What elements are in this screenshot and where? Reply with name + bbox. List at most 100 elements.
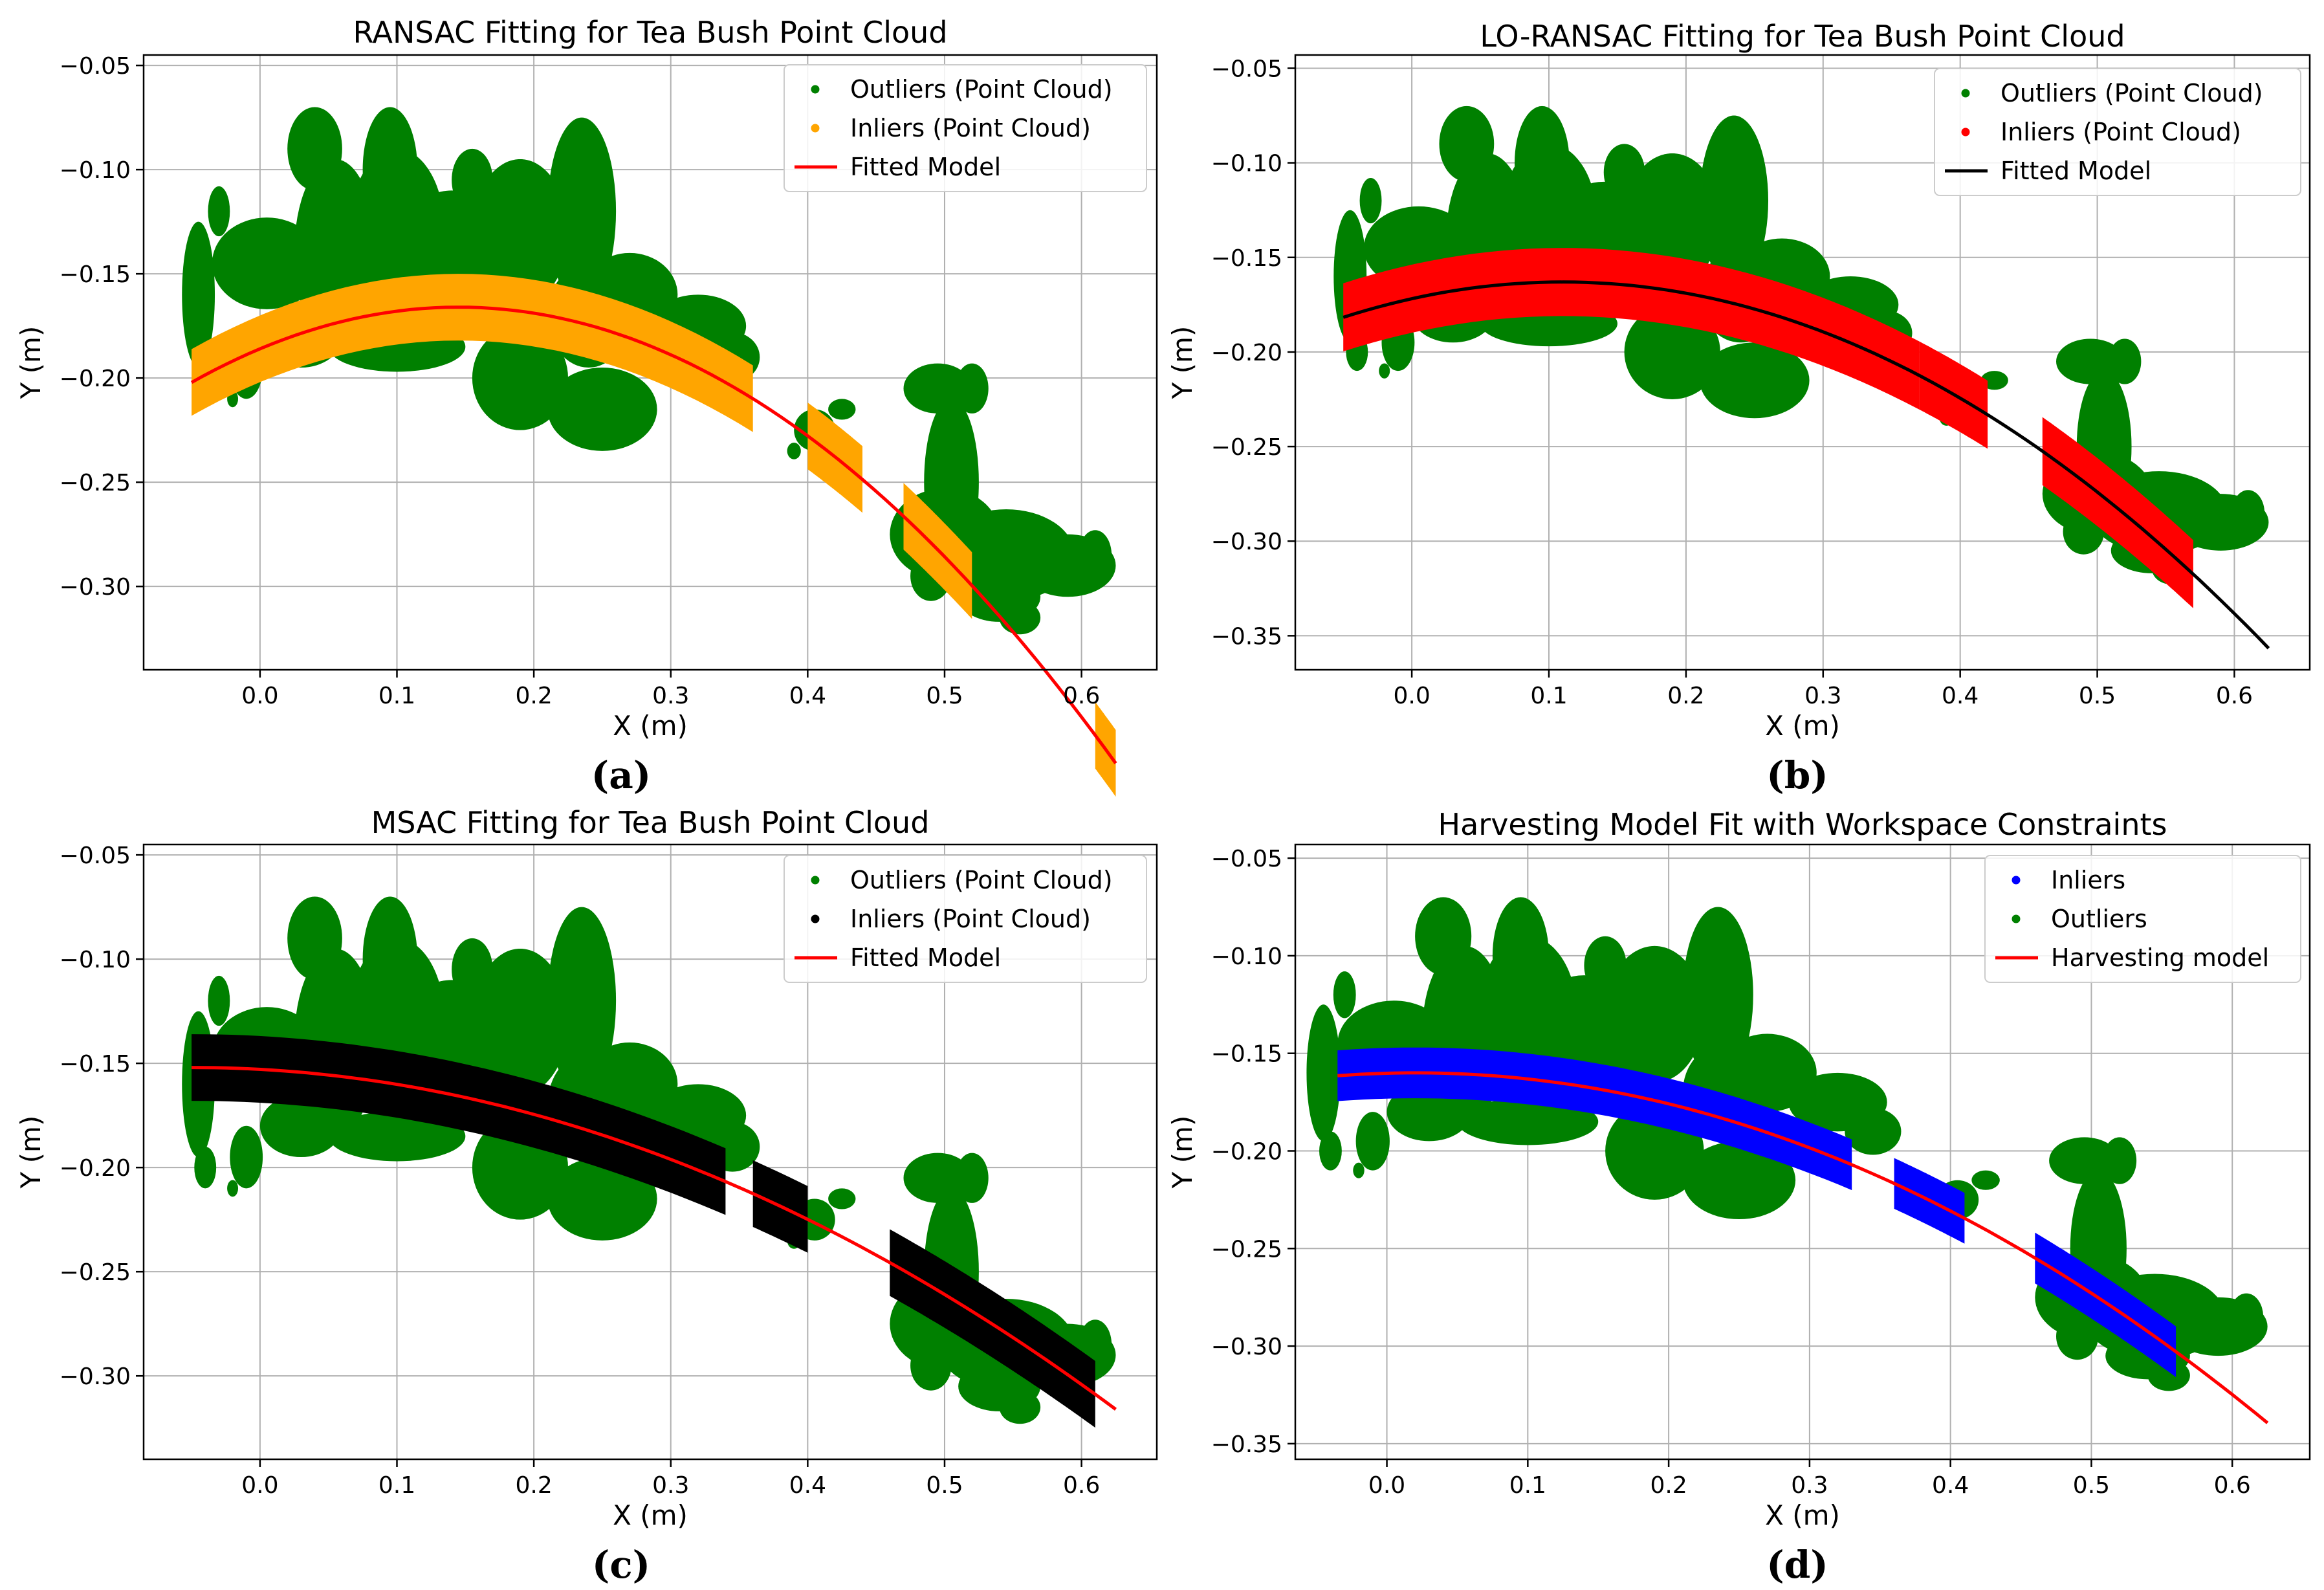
legend-label: Outliers <box>2051 905 2147 933</box>
outlier-cluster <box>547 117 617 305</box>
x-tick-label: 0.4 <box>789 683 826 709</box>
fitted-model-line <box>1343 280 2270 650</box>
tick-layer: 0.0 0.1 0.2 0.3 0.4 0.5 0.6 −0.05 −0.10 −0.15 −0.2… <box>60 53 1101 709</box>
y-tick-label: −0.15 <box>60 1051 131 1077</box>
legend-box <box>784 855 1147 983</box>
y-tick-label: −0.15 <box>1211 245 1282 272</box>
x-tick-label: 0.5 <box>926 1472 963 1499</box>
x-tick-label: 0.6 <box>1063 683 1100 709</box>
inlier-band-segment <box>1337 1047 1852 1191</box>
outlier-cluster <box>2108 338 2142 384</box>
legend-label: Inliers (Point Cloud) <box>850 905 1091 933</box>
outlier-cluster <box>999 601 1041 635</box>
legend-marker <box>2012 914 2021 923</box>
y-tick-label: −0.30 <box>60 1364 131 1390</box>
legend-label: Fitted Model <box>2001 157 2151 185</box>
outlier-cluster <box>208 186 230 237</box>
legend-box <box>784 64 1147 192</box>
outlier-cluster <box>1379 363 1390 379</box>
y-tick-label: −0.10 <box>60 947 131 973</box>
x-tick-label: 0.6 <box>2216 683 2253 709</box>
inlier-band-segment <box>2035 1232 2176 1377</box>
y-tick-label: −0.20 <box>1211 1138 1282 1165</box>
outlier-cluster <box>208 975 230 1026</box>
outlier-cluster <box>1359 178 1382 224</box>
legend-box <box>1984 855 2301 983</box>
outlier-cluster <box>1515 105 1570 220</box>
x-tick-label: 0.2 <box>515 683 552 709</box>
tick-layer: 0.0 0.1 0.2 0.3 0.4 0.5 0.6 −0.05 −0.10 −0.15 −0.2… <box>60 843 1101 1499</box>
outlier-cluster <box>1492 897 1549 1015</box>
outlier-cluster <box>1700 342 1810 419</box>
y-tick-label: −0.25 <box>1211 1236 1282 1263</box>
fitted-model-line <box>190 305 1117 764</box>
outlier-cluster <box>910 1340 952 1391</box>
outlier-cluster <box>787 442 801 459</box>
outlier-cluster <box>1333 971 1356 1019</box>
panel-b: LO-RANSAC Fitting for Tea Bush Point Clo… <box>1167 19 2311 797</box>
data-layer <box>1306 897 2269 1424</box>
legend-label: Outliers (Point Cloud) <box>2001 79 2263 107</box>
y-tick-label: −0.20 <box>1211 340 1282 366</box>
legend-marker <box>1961 127 1970 137</box>
outlier-cluster <box>1638 945 1672 986</box>
legend-marker <box>811 914 820 923</box>
legend-marker <box>2012 876 2021 885</box>
chart-title: LO-RANSAC Fitting for Tea Bush Point Clo… <box>1480 19 2125 54</box>
chart-title: MSAC Fitting for Tea Bush Point Cloud <box>371 805 930 840</box>
outlier-cluster <box>472 159 569 305</box>
outlier-cluster <box>1624 153 1720 286</box>
y-tick-label: −0.15 <box>60 261 131 288</box>
legend-marker <box>811 85 820 94</box>
x-tick-label: 0.1 <box>378 683 415 709</box>
y-tick-label: −0.30 <box>60 574 131 601</box>
x-tick-label: 0.2 <box>1667 683 1704 709</box>
outlier-cluster <box>472 326 569 430</box>
outlier-cluster <box>1415 897 1472 976</box>
panel-caption: (d) <box>1766 1543 1828 1587</box>
x-tick-label: 0.2 <box>1650 1472 1687 1499</box>
panel-d: Harvesting Model Fit with Workspace Cons… <box>1167 807 2311 1587</box>
outlier-cluster <box>955 363 989 414</box>
legend: Outliers (Point Cloud) Inliers (Point Clo… <box>1934 68 2301 196</box>
y-axis-label: Y (m) <box>1167 326 1198 400</box>
y-tick-label: −0.30 <box>1211 529 1282 555</box>
legend-marker <box>811 124 820 133</box>
inlier-band-segment <box>192 274 753 432</box>
y-tick-label: −0.15 <box>1211 1041 1282 1068</box>
outlier-cluster <box>2056 1312 2099 1360</box>
outlier-cluster <box>2147 1360 2190 1391</box>
outlier-cluster <box>1306 1004 1341 1142</box>
outlier-cluster <box>1319 1131 1342 1171</box>
legend: Inliers Outliers Harvesting model <box>1984 855 2301 983</box>
y-axis-label: Y (m) <box>15 1116 47 1189</box>
plot-frame <box>1294 843 2311 1461</box>
x-axis-label: X (m) <box>613 710 688 742</box>
panel-a: RANSAC Fitting for Tea Bush Point Cloud … <box>15 15 1158 797</box>
outlier-cluster <box>1079 530 1112 580</box>
outlier-cluster <box>1457 1098 1599 1145</box>
outlier-cluster <box>230 1125 263 1189</box>
x-axis-label: X (m) <box>1765 710 1840 742</box>
outlier-cluster <box>212 217 322 309</box>
x-tick-label: 0.0 <box>1368 1472 1405 1499</box>
x-tick-label: 0.3 <box>652 1472 689 1499</box>
y-tick-label: −0.10 <box>1211 944 1282 970</box>
y-tick-label: −0.20 <box>60 366 131 392</box>
y-tick-label: −0.20 <box>60 1155 131 1182</box>
x-tick-label: 0.1 <box>1509 1472 1546 1499</box>
data-layer <box>182 107 1117 797</box>
outlier-cluster <box>287 107 342 191</box>
outlier-cluster <box>1682 907 1753 1083</box>
outlier-cluster <box>2229 1293 2264 1341</box>
legend-box <box>1934 68 2301 196</box>
x-tick-label: 0.2 <box>515 1472 552 1499</box>
outlier-cluster <box>1682 1141 1796 1220</box>
legend: Outliers (Point Cloud) Inliers (Point Clo… <box>784 855 1147 983</box>
outlier-cluster <box>1656 153 1689 192</box>
inlier-point-cloud <box>1343 248 2193 608</box>
y-tick-label: −0.25 <box>1211 434 1282 461</box>
y-tick-label: −0.25 <box>60 470 131 496</box>
outlier-cluster <box>547 907 617 1095</box>
